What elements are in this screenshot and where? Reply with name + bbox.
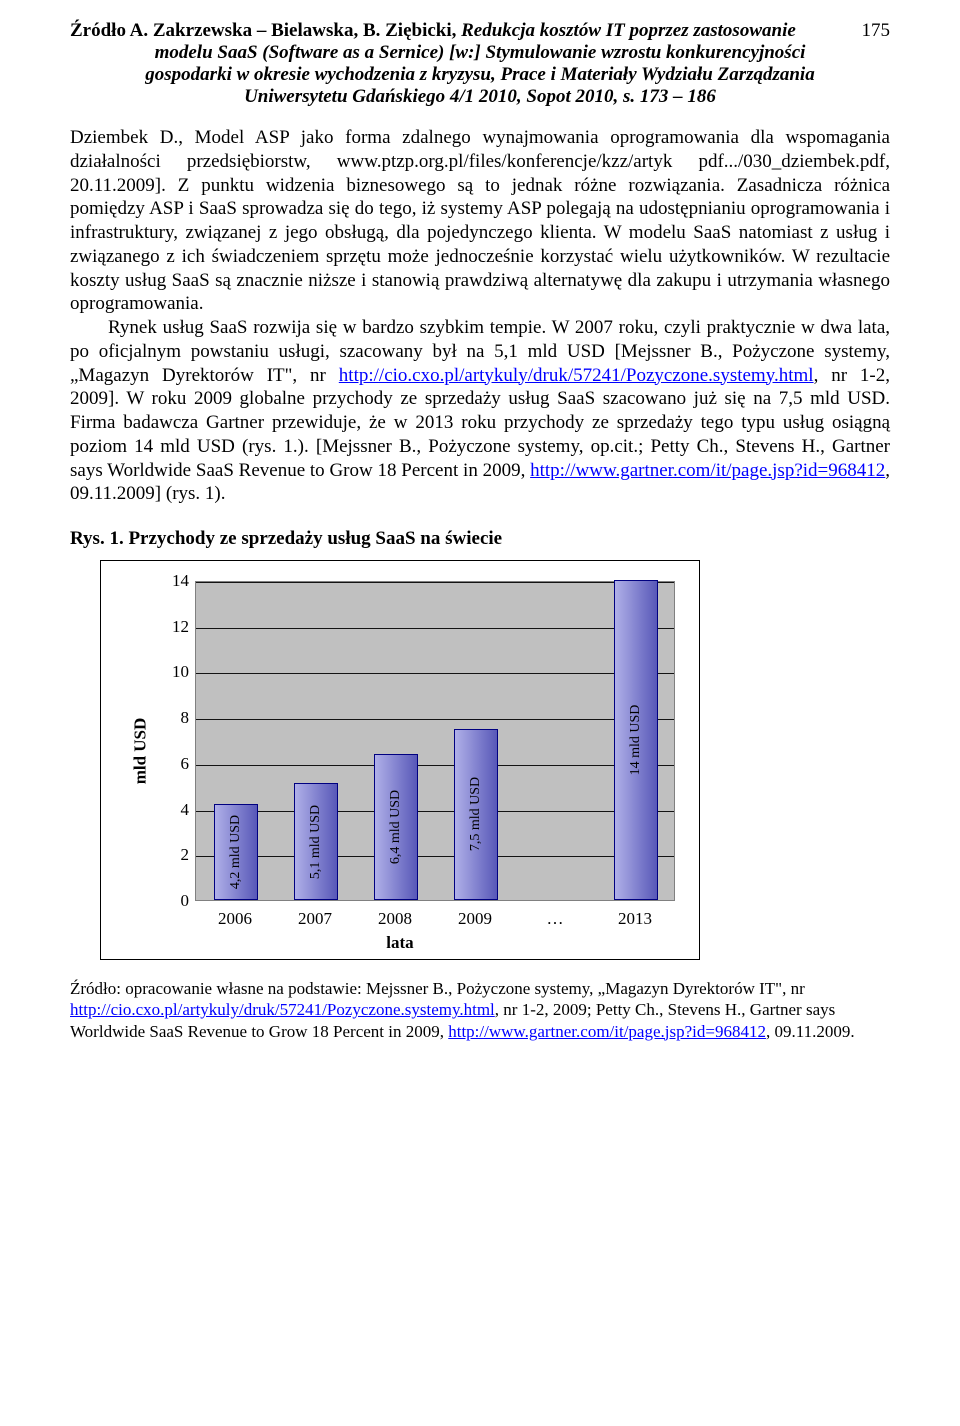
y-tick-label: 12 (167, 617, 189, 637)
x-tick-label: … (547, 909, 564, 929)
source-end: , 09.11.2009. (766, 1022, 855, 1041)
bar: 14 mld USD (614, 580, 658, 900)
gridline (196, 582, 674, 583)
chart-box: 4,2 mld USD 5,1 mld USD 6,4 mld USD 7,5 mld… (100, 560, 700, 960)
y-tick-label: 14 (167, 571, 189, 591)
revenue-chart: 4,2 mld USD 5,1 mld USD 6,4 mld USD 7,5 mld… (100, 560, 700, 960)
bar: 4,2 mld USD (214, 804, 258, 900)
bar-value-label: 7,5 mld USD (468, 777, 484, 851)
y-tick-label: 6 (167, 754, 189, 774)
x-tick-label: 2013 (618, 909, 652, 929)
header-line-3: gospodarki w okresie wychodzenia z kryzy… (70, 64, 890, 86)
link-gartner-source[interactable]: http://www.gartner.com/it/page.jsp?id=96… (448, 1022, 766, 1041)
header-title-part1: Redukcja kosztów IT poprzez zastosowanie (461, 20, 796, 41)
body-paragraph-2: Rynek usług SaaS rozwija się w bardzo sz… (70, 316, 890, 506)
x-axis-label: lata (101, 933, 699, 953)
bar-value-label: 6,4 mld USD (388, 790, 404, 864)
header-authors: Źródło A. Zakrzewska – Bielawska, B. Zię… (70, 20, 461, 41)
y-tick-label: 2 (167, 845, 189, 865)
bar: 5,1 mld USD (294, 783, 338, 900)
plot-area: 4,2 mld USD 5,1 mld USD 6,4 mld USD 7,5 mld… (195, 581, 675, 901)
y-axis-label: mld USD (130, 718, 150, 785)
figure-source: Źródło: opracowanie własne na podstawie:… (70, 978, 890, 1042)
source-prefix: Źródło: opracowanie własne na podstawie:… (70, 979, 805, 998)
x-tick-label: 2007 (298, 909, 332, 929)
gridline (196, 673, 674, 674)
gridline (196, 765, 674, 766)
y-tick-label: 8 (167, 708, 189, 728)
link-cio-cxo[interactable]: http://cio.cxo.pl/artykuly/druk/57241/Po… (339, 365, 814, 386)
figure-title: Rys. 1. Przychody ze sprzedaży usług Saa… (70, 528, 890, 550)
x-tick-label: 2006 (218, 909, 252, 929)
y-tick-label: 10 (167, 662, 189, 682)
body-paragraph-1: Dziembek D., Model ASP jako forma zdalne… (70, 126, 890, 316)
page-number: 175 (862, 20, 891, 42)
bar-value-label: 5,1 mld USD (308, 805, 324, 879)
gridline (196, 856, 674, 857)
gridline (196, 811, 674, 812)
link-gartner-body[interactable]: http://www.gartner.com/it/page.jsp?id=96… (530, 460, 885, 481)
gridline (196, 628, 674, 629)
header-line-4: Uniwersytetu Gdańskiego 4/1 2010, Sopot … (70, 86, 890, 108)
x-tick-label: 2008 (378, 909, 412, 929)
x-tick-label: 2009 (458, 909, 492, 929)
y-tick-label: 0 (167, 891, 189, 911)
link-cio-cxo-source[interactable]: http://cio.cxo.pl/artykuly/druk/57241/Po… (70, 1000, 495, 1019)
bar-value-label: 4,2 mld USD (228, 815, 244, 889)
header-line-2: modelu SaaS (Software as a Sernice) [w:]… (70, 42, 890, 64)
bar: 7,5 mld USD (454, 729, 498, 900)
header-line-1: 175 Źródło A. Zakrzewska – Bielawska, B.… (70, 20, 890, 42)
bar-value-label: 14 mld USD (628, 705, 644, 776)
y-tick-label: 4 (167, 800, 189, 820)
bar: 6,4 mld USD (374, 754, 418, 900)
gridline (196, 719, 674, 720)
